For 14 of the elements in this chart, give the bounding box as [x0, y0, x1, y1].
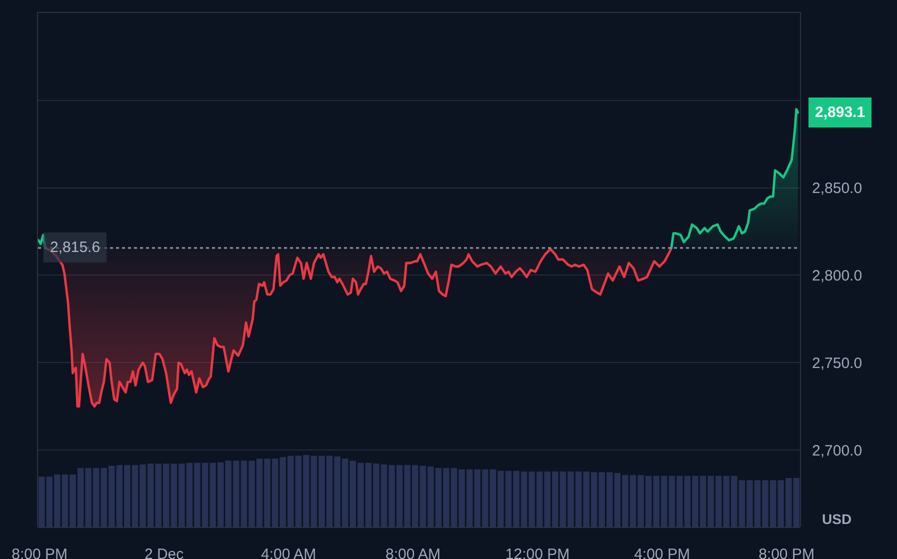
y-axis-title: USD — [822, 511, 852, 527]
x-tick-label: 8:00 PM — [12, 546, 68, 559]
y-tick-label: 2,800.0 — [812, 267, 862, 284]
x-tick-label: 8:00 PM — [758, 546, 814, 559]
x-tick-label: 4:00 PM — [634, 546, 690, 559]
y-tick-label: 2,850.0 — [812, 180, 862, 198]
x-tick-label: 2 Dec — [144, 546, 184, 559]
x-tick-label: 4:00 AM — [261, 546, 316, 559]
data-label: 2,893.1 — [815, 104, 866, 121]
y-tick-label: 2,750.0 — [812, 354, 862, 372]
y-tick-label: 2,700.0 — [812, 442, 862, 460]
x-tick-label: 12:00 PM — [505, 546, 570, 559]
ref-line-label: 2,815.6 — [50, 239, 100, 256]
x-tick-label: 8:00 AM — [386, 546, 441, 559]
